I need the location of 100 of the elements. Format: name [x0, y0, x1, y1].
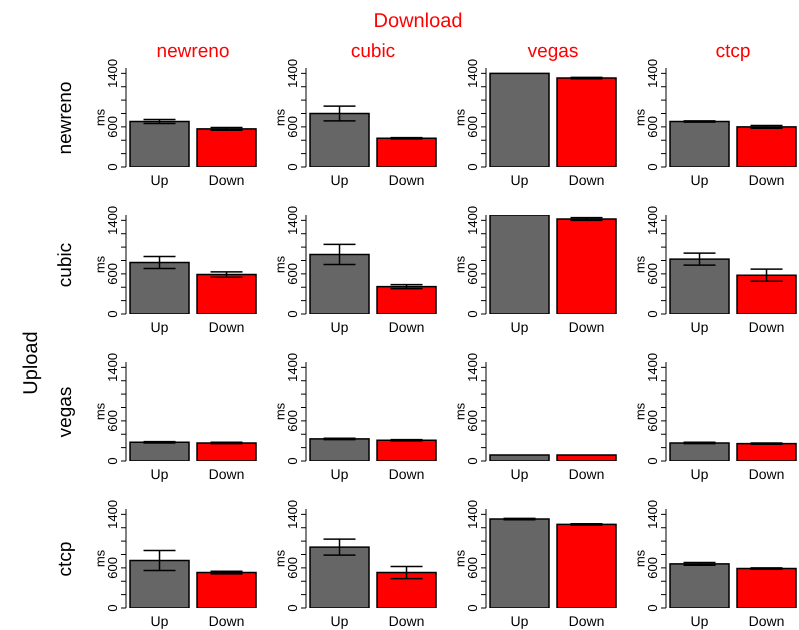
- x-tick-label: Down: [748, 318, 784, 335]
- x-tick-label: Up: [510, 172, 529, 188]
- y-axis-title: ms: [632, 108, 648, 126]
- chart-title: ctcp: [714, 41, 752, 63]
- x-tick-label: Down: [748, 466, 784, 482]
- y-tick-label: 0: [465, 457, 480, 465]
- y-tick-label: 0: [105, 310, 120, 318]
- y-tick-label: 600: [285, 557, 300, 579]
- y-tick-label: 600: [465, 263, 480, 285]
- x-tick-label: Up: [690, 318, 709, 335]
- text: Download: [372, 10, 464, 33]
- y-tick-label: 1400: [465, 206, 480, 235]
- y-tick-label: 600: [105, 557, 120, 579]
- y-tick-label: 1400: [645, 500, 660, 529]
- y-tick-label: 600: [105, 116, 120, 138]
- y-tick-label: 1400: [645, 206, 660, 235]
- x-tick-label: Down: [568, 172, 604, 188]
- y-axis-title: ms: [452, 108, 468, 126]
- y-tick-label: 0: [645, 604, 660, 612]
- y-tick-label: 0: [465, 163, 480, 171]
- x-tick-label: Up: [330, 612, 349, 629]
- y-tick-label: 1400: [465, 58, 480, 88]
- y-tick-label: 600: [105, 263, 120, 285]
- y-tick-label: 0: [465, 310, 480, 318]
- y-tick-label: 600: [285, 116, 300, 138]
- x-tick-label: Up: [330, 466, 349, 482]
- y-axis-title: ms: [272, 402, 288, 420]
- x-tick-label: Up: [510, 466, 529, 482]
- x-tick-label: Down: [208, 466, 244, 482]
- y-axis-title: ms: [272, 549, 288, 568]
- y-axis-title: ms: [452, 549, 468, 568]
- y-axis-title: ms: [92, 402, 108, 420]
- y-tick-label: 600: [465, 410, 480, 432]
- y-tick-label: 1400: [285, 206, 300, 235]
- text: newreno: [55, 80, 77, 156]
- chart-title: vegas: [526, 41, 580, 63]
- x-tick-label: Down: [388, 466, 424, 482]
- y-tick-label: 0: [105, 163, 120, 171]
- y-axis-title: ms: [632, 255, 648, 274]
- y-tick-label: 1400: [105, 206, 120, 235]
- x-tick-label: Up: [510, 318, 529, 335]
- chart-title: cubic: [350, 41, 396, 63]
- y-tick-label: 600: [285, 410, 300, 432]
- y-axis-title: ms: [452, 255, 468, 274]
- y-tick-label: 1400: [285, 352, 300, 382]
- text: vegas: [55, 386, 77, 440]
- y-tick-label: 1400: [285, 500, 300, 529]
- x-tick-label: Up: [330, 172, 349, 188]
- y-tick-label: 0: [285, 604, 300, 612]
- y-tick-label: 1400: [105, 500, 120, 529]
- y-tick-label: 1400: [105, 58, 120, 88]
- y-tick-label: 1400: [645, 58, 660, 88]
- y-axis-title: ms: [272, 108, 288, 126]
- y-tick-label: 0: [105, 604, 120, 612]
- text: Upload: [20, 330, 43, 397]
- x-tick-label: Down: [568, 466, 604, 482]
- y-tick-label: 1400: [285, 58, 300, 88]
- x-tick-label: Up: [150, 466, 169, 482]
- y-axis-title: ms: [92, 255, 108, 274]
- x-tick-label: Up: [150, 318, 169, 335]
- y-tick-label: 1400: [105, 352, 120, 382]
- x-tick-label: Up: [150, 612, 169, 629]
- text: cubic: [55, 242, 77, 290]
- y-tick-label: 0: [285, 457, 300, 465]
- x-tick-label: Up: [690, 612, 709, 629]
- y-tick-label: 600: [645, 263, 660, 285]
- y-tick-label: 600: [465, 557, 480, 579]
- y-tick-label: 600: [645, 410, 660, 432]
- text: ctcp: [55, 540, 77, 578]
- y-tick-label: 1400: [645, 352, 660, 382]
- y-tick-label: 600: [645, 557, 660, 579]
- y-tick-label: 1400: [465, 352, 480, 382]
- y-tick-label: 600: [105, 410, 120, 432]
- x-tick-label: Up: [690, 466, 709, 482]
- x-tick-label: Down: [208, 612, 244, 629]
- y-tick-label: 600: [645, 116, 660, 138]
- y-axis-title: ms: [632, 402, 648, 420]
- y-tick-label: 0: [285, 310, 300, 318]
- y-tick-label: 0: [645, 163, 660, 171]
- y-tick-label: 0: [285, 163, 300, 171]
- y-axis-title: ms: [632, 549, 648, 568]
- y-axis-title: ms: [92, 549, 108, 568]
- x-tick-label: Down: [208, 172, 244, 188]
- y-tick-label: 0: [645, 310, 660, 318]
- x-tick-label: Up: [510, 612, 529, 629]
- y-tick-label: 0: [105, 457, 120, 465]
- y-axis-title: ms: [92, 108, 108, 126]
- y-axis-title: ms: [452, 402, 468, 420]
- y-tick-label: 600: [285, 263, 300, 285]
- x-tick-label: Down: [748, 172, 784, 188]
- x-tick-label: Up: [690, 172, 709, 188]
- x-tick-label: Up: [150, 172, 169, 188]
- chart-title: newreno: [156, 41, 230, 63]
- x-tick-label: Down: [568, 318, 604, 335]
- x-tick-label: Down: [388, 612, 424, 629]
- x-tick-label: Up: [330, 318, 349, 335]
- y-tick-label: 0: [465, 604, 480, 612]
- y-tick-label: 0: [645, 457, 660, 465]
- x-tick-label: Down: [748, 612, 784, 629]
- y-axis-title: ms: [272, 255, 288, 274]
